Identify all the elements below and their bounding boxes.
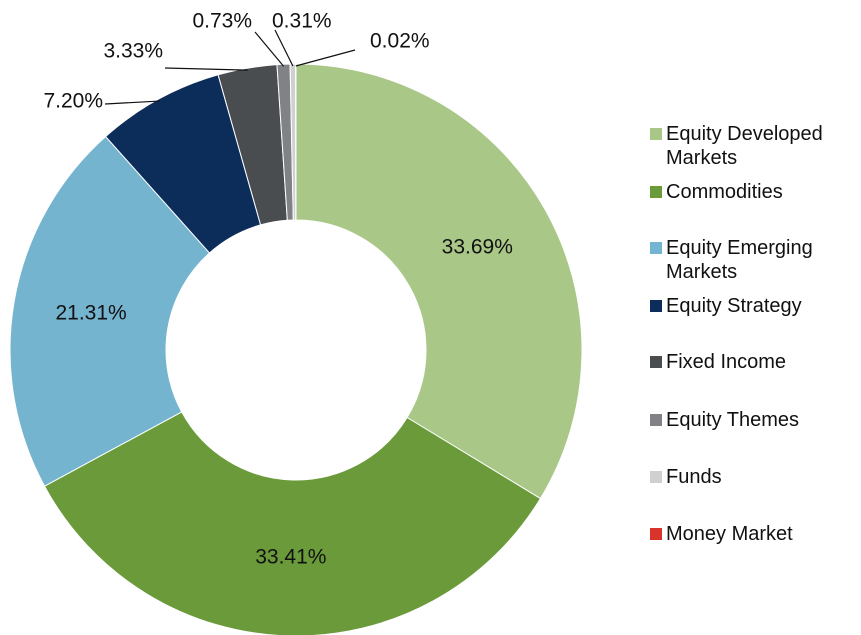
legend-swatch: [650, 414, 662, 426]
legend-label: Equity Emerging Markets: [666, 237, 813, 283]
legend-item: Equity Themes: [650, 408, 861, 432]
legend-item: Money Market: [650, 522, 861, 546]
data-label: 0.73%: [192, 10, 252, 33]
legend-item: Equity Emerging Markets: [650, 236, 861, 284]
legend-swatch: [650, 300, 662, 312]
leader-line: [254, 31, 285, 67]
donut-slice: [295, 63, 583, 500]
data-label: 0.02%: [370, 30, 430, 53]
donut-slice: [9, 135, 211, 487]
data-label: 33.41%: [255, 545, 326, 568]
legend-swatch: [650, 186, 662, 198]
legend-swatch: [650, 356, 662, 368]
legend-swatch: [650, 528, 662, 540]
data-label: 33.69%: [442, 236, 513, 259]
legend-item: Commodities: [650, 180, 861, 204]
legend-label: Money Market: [666, 523, 793, 545]
data-label: 7.20%: [43, 90, 103, 113]
leader-line: [104, 100, 160, 105]
leader-line: [295, 49, 356, 67]
legend-label: Commodities: [666, 181, 783, 203]
legend-label: Equity Strategy: [666, 295, 802, 317]
legend-label: Equity Themes: [666, 409, 800, 431]
donut-slice: [43, 411, 542, 635]
legend-item: Equity Strategy: [650, 294, 861, 318]
data-label: 0.31%: [272, 10, 332, 33]
legend-label: Fixed Income: [666, 351, 787, 373]
legend-label: Funds: [666, 466, 722, 488]
legend-item: Fixed Income: [650, 350, 861, 374]
legend-swatch: [650, 242, 662, 254]
data-label: 3.33%: [103, 40, 163, 63]
leader-line: [274, 29, 294, 67]
leader-line: [164, 67, 248, 71]
data-label: 21.31%: [55, 302, 126, 325]
legend-swatch: [650, 128, 662, 140]
legend-item: Funds: [650, 465, 861, 489]
legend-label: Equity Developed Markets: [666, 123, 823, 169]
legend-item: Equity Developed Markets: [650, 122, 861, 170]
legend-swatch: [650, 471, 662, 483]
